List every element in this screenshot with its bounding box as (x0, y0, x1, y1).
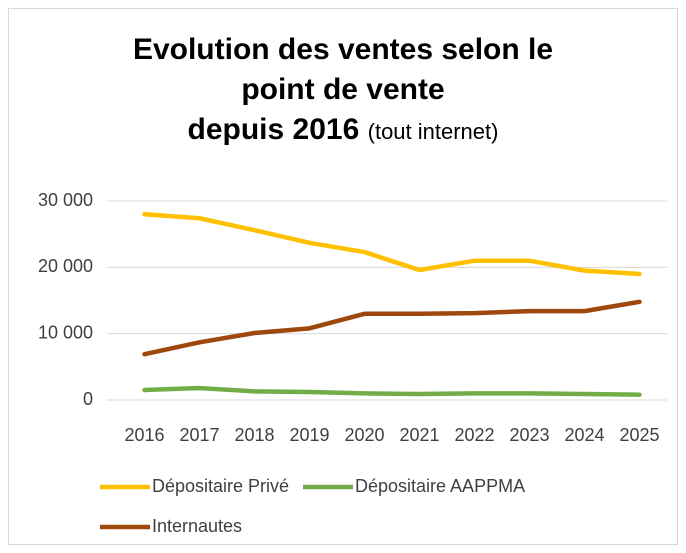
x-tick-label: 2024 (564, 425, 604, 445)
y-tick-label: 30 000 (38, 190, 93, 210)
x-tick-label: 2018 (234, 425, 274, 445)
legend-label: Dépositaire AAPPMA (355, 476, 525, 496)
x-tick-label: 2020 (344, 425, 384, 445)
title-block: Evolution des ventes selon le point de v… (0, 30, 686, 152)
legend-label: Dépositaire Privé (152, 476, 289, 496)
y-tick-label: 10 000 (38, 322, 93, 342)
y-tick-label: 20 000 (38, 256, 93, 276)
x-tick-label: 2017 (179, 425, 219, 445)
y-tick-label: 0 (83, 389, 93, 409)
chart-subtitle: (tout internet) (367, 119, 499, 144)
x-tick-label: 2016 (124, 425, 164, 445)
chart-frame (8, 8, 678, 545)
x-tick-label: 2019 (289, 425, 329, 445)
series-line (142, 299, 642, 357)
legend-label: Internautes (152, 516, 242, 536)
chart-title: Evolution des ventes selon le point de v… (132, 33, 554, 146)
series-line (142, 212, 642, 277)
x-tick-label: 2021 (399, 425, 439, 445)
x-tick-label: 2025 (619, 425, 659, 445)
series-line (142, 385, 642, 397)
x-tick-label: 2023 (509, 425, 549, 445)
x-tick-label: 2022 (454, 425, 494, 445)
